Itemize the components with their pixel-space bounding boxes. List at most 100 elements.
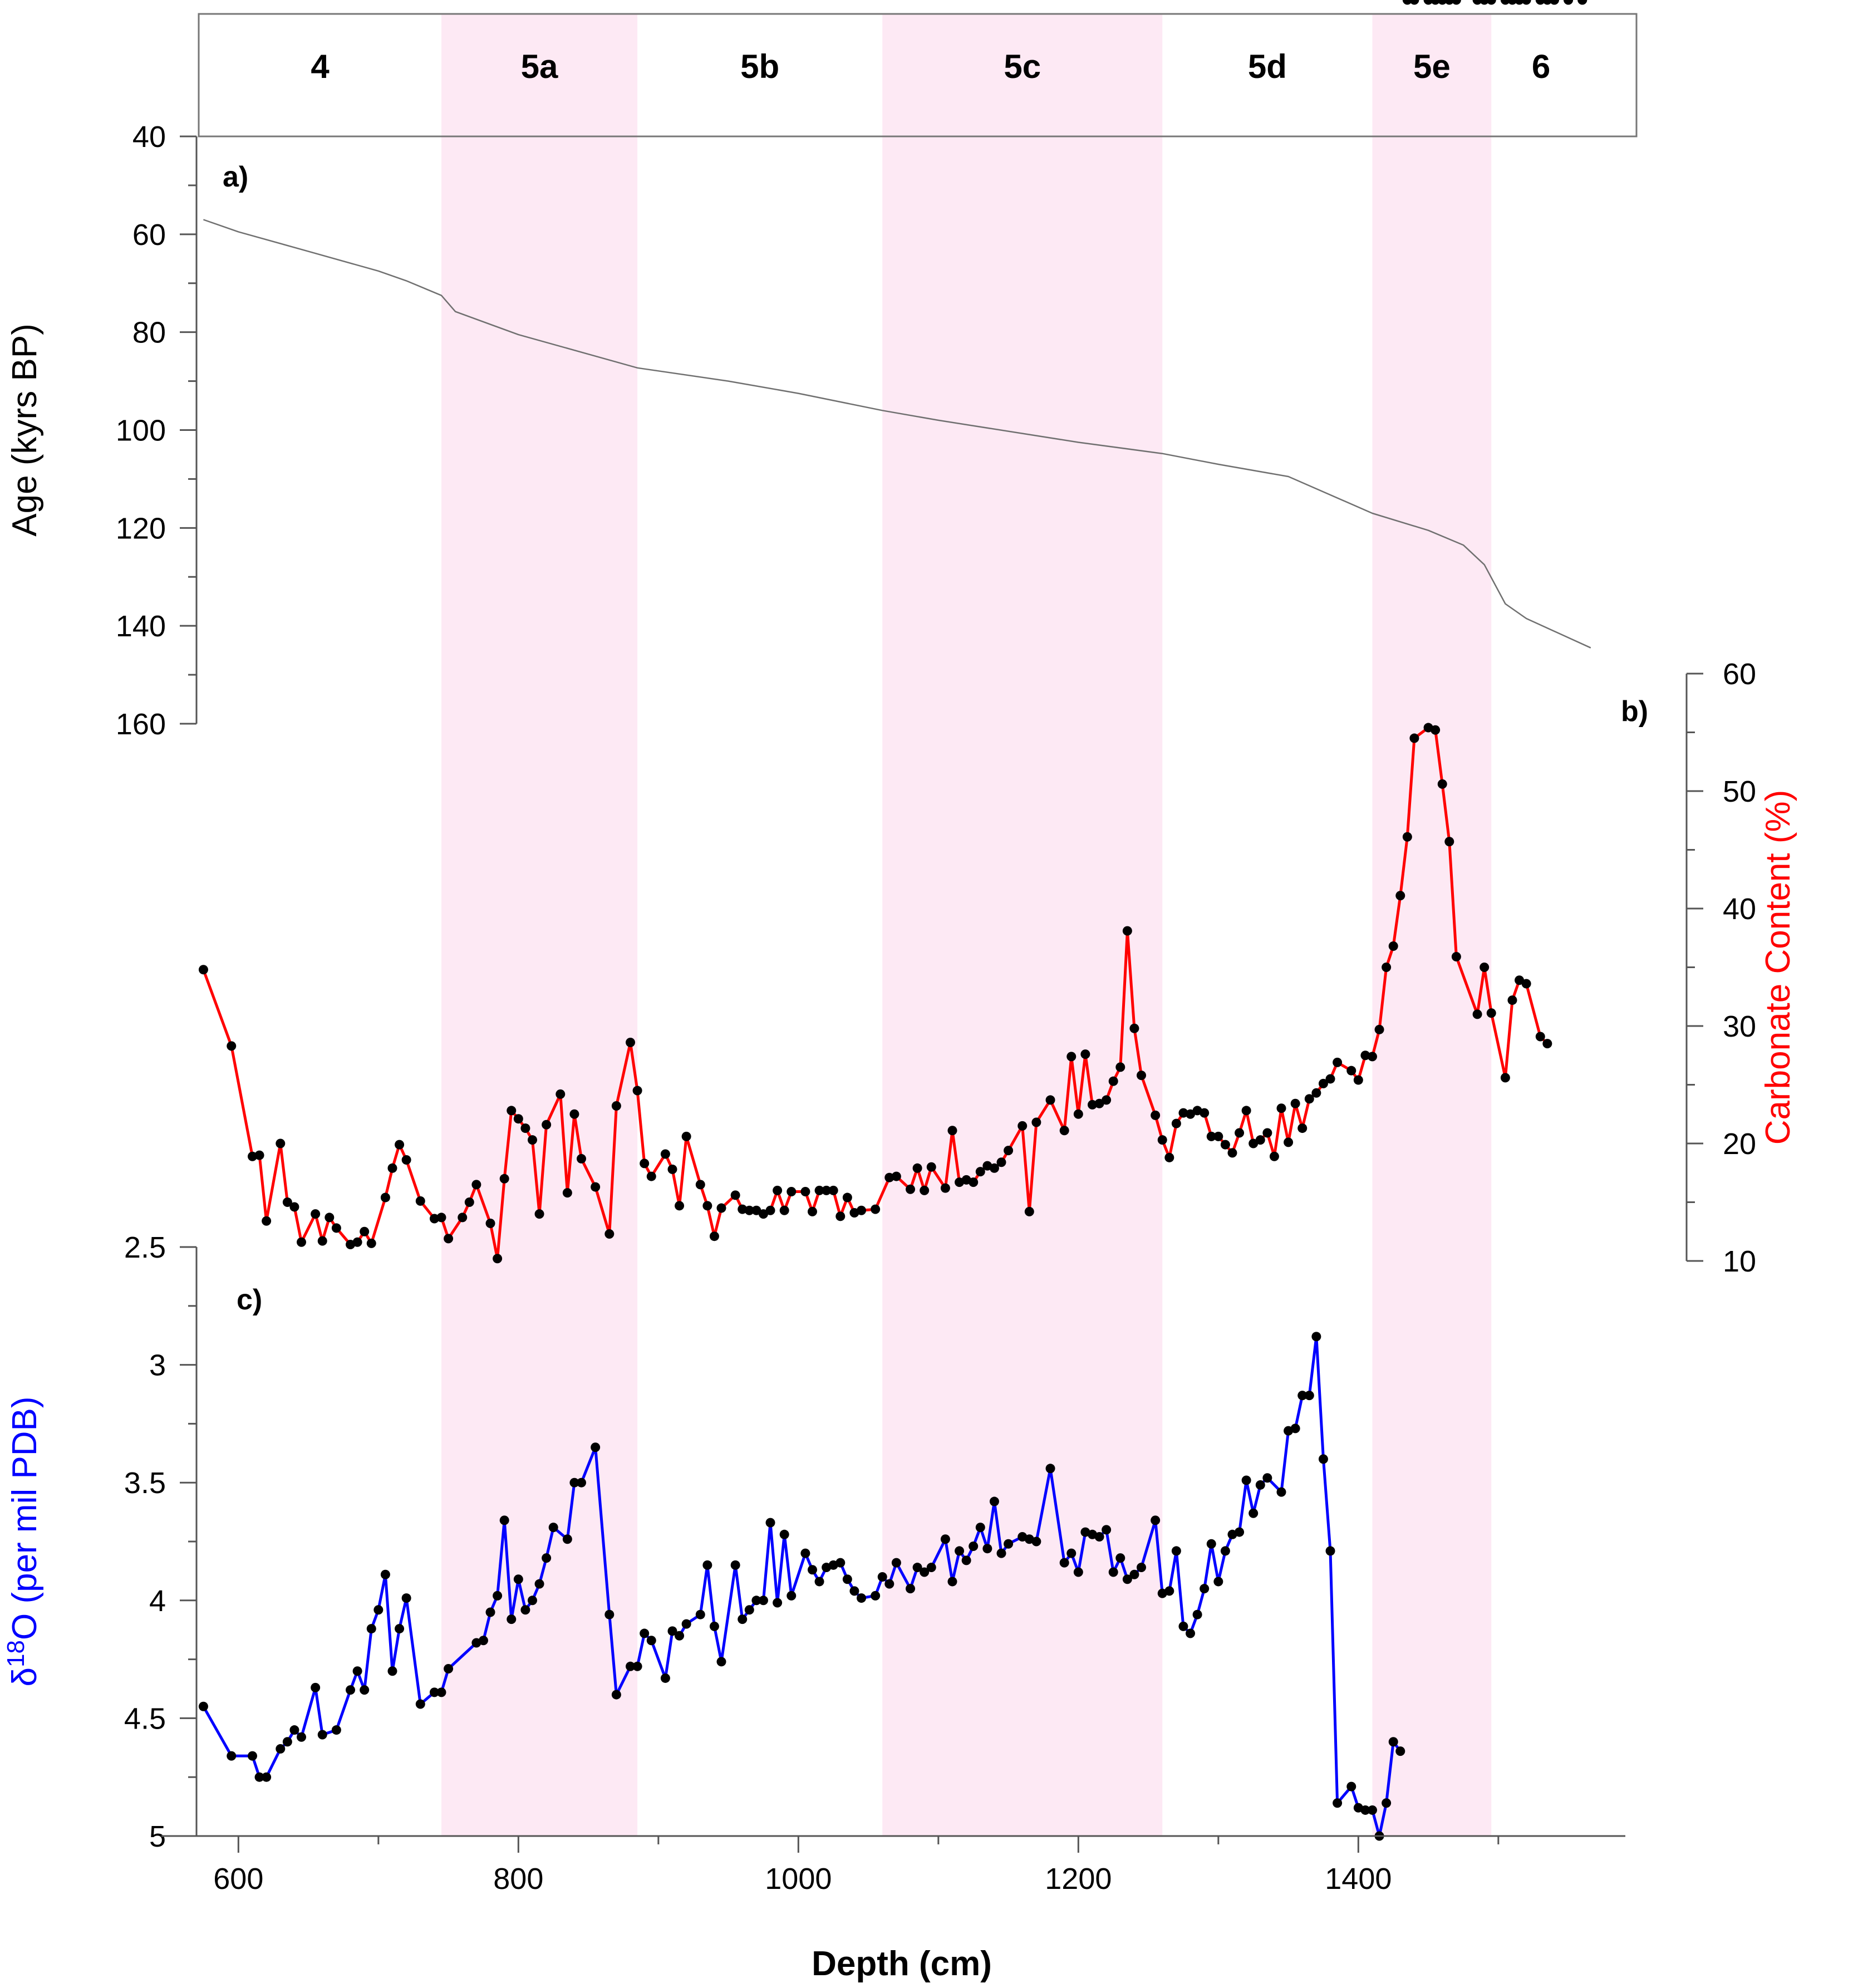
carbonate-data-point <box>1164 1152 1174 1162</box>
carbonate-data-point <box>513 1114 523 1124</box>
carbonate-data-point <box>520 1123 530 1133</box>
d18o-data-point <box>1186 1628 1196 1638</box>
carbonate-data-point <box>1186 1109 1196 1119</box>
d18o-data-point <box>276 1744 286 1754</box>
carbonate-data-point <box>1521 979 1531 989</box>
d18o-data-point <box>1045 1464 1055 1474</box>
d18o-data-point <box>311 1682 321 1692</box>
d18o-data-point <box>436 1687 446 1697</box>
carbonate-data-point <box>1472 1009 1482 1019</box>
d18o-data-point <box>1297 1391 1308 1401</box>
carbonate-data-point <box>1122 926 1132 936</box>
d18o-data-point <box>835 1558 846 1568</box>
d18o-data-point <box>626 1661 636 1671</box>
carbonate-data-point <box>1486 1008 1496 1018</box>
d18o-data-point <box>1549 0 1559 5</box>
carbonate-data-point <box>499 1174 509 1184</box>
d18o-data-point <box>395 1624 405 1634</box>
d18o-y-tick-label: 4 <box>149 1584 166 1618</box>
d18o-title-superscript: 18 <box>2 1640 30 1667</box>
d18o-data-point <box>940 1534 950 1544</box>
d18o-data-point <box>352 1666 362 1676</box>
d18o-data-point <box>401 1593 411 1603</box>
carbonate-data-point <box>675 1201 685 1211</box>
d18o-data-point <box>1535 0 1545 5</box>
d18o-data-point <box>779 1529 789 1539</box>
d18o-data-point <box>542 1553 552 1563</box>
d18o-data-point <box>1451 0 1461 5</box>
age-y-tick-label: 40 <box>132 120 166 154</box>
mis-stage-box: 4 5a 5b 5c 5d 5e 6 <box>198 13 1638 138</box>
d18o-data-point <box>926 1563 936 1573</box>
mis-stage-label-5c: 5c <box>1004 48 1041 85</box>
mis-stage-label-5d: 5d <box>1248 48 1287 85</box>
d18o-data-point <box>912 1563 922 1573</box>
carbonate-data-point <box>1018 1121 1028 1131</box>
d18o-data-point <box>989 1496 999 1506</box>
d18o-data-point <box>1255 1480 1265 1490</box>
carbonate-data-point <box>1045 1095 1055 1105</box>
carbonate-data-point <box>1024 1206 1034 1216</box>
carbonate-data-point <box>920 1185 930 1195</box>
carbonate-data-point <box>198 965 208 975</box>
carbonate-data-point <box>1360 1051 1370 1061</box>
carbonate-data-point <box>1444 837 1454 847</box>
d18o-data-point <box>387 1666 397 1676</box>
carbonate-data-point <box>1297 1123 1308 1133</box>
carbonate-data-point <box>387 1163 397 1173</box>
d18o-data-point <box>1094 1532 1104 1542</box>
age-series-line <box>203 219 1591 649</box>
carbonate-data-point <box>276 1138 286 1148</box>
d18o-data-point <box>1521 0 1531 5</box>
carbonate-data-point <box>632 1086 642 1096</box>
age-y-axis-title: Age (kyrs BP) <box>6 323 44 536</box>
carbonate-data-point <box>1151 1110 1161 1120</box>
d18o-data-point <box>1318 1454 1328 1464</box>
d18o-data-point <box>1564 0 1574 5</box>
x-tick-label: 1400 <box>1325 1862 1392 1896</box>
d18o-data-point <box>499 1515 509 1525</box>
carbonate-data-point <box>667 1164 677 1174</box>
carbonate-data-point <box>891 1171 901 1181</box>
d18o-data-point <box>604 1609 615 1619</box>
carbonate-data-point <box>331 1223 341 1233</box>
carbonate-data-point <box>352 1237 362 1247</box>
carbonate-data-point <box>444 1234 454 1244</box>
carbonate-data-point <box>1087 1099 1097 1110</box>
carbonate-data-point <box>975 1167 985 1177</box>
mis-shade-5e <box>1372 14 1492 1836</box>
carbonate-data-point <box>660 1149 670 1159</box>
carbonate-data-point <box>996 1157 1006 1167</box>
d18o-data-point <box>569 1477 579 1488</box>
carbonate-data-point <box>681 1131 691 1141</box>
d18o-data-point <box>297 1732 306 1742</box>
x-tick-label: 1000 <box>765 1862 832 1896</box>
carbonate-data-point <box>1200 1108 1210 1118</box>
carbonate-data-point <box>311 1209 321 1219</box>
d18o-data-point <box>920 1567 930 1577</box>
d18o-data-point <box>1066 1548 1077 1558</box>
d18o-data-point <box>1542 0 1552 5</box>
d18o-data-point <box>507 1614 517 1624</box>
d18o-data-point <box>787 1591 797 1601</box>
d18o-data-point <box>891 1558 901 1568</box>
d18o-data-point <box>857 1593 866 1603</box>
d18o-data-point <box>702 1560 712 1570</box>
carbonate-data-point <box>1073 1109 1083 1119</box>
d18o-data-point <box>1171 1546 1181 1556</box>
d18o-data-point <box>1241 1475 1251 1485</box>
age-y-tick-label: 100 <box>116 414 166 448</box>
d18o-data-point <box>1073 1567 1083 1577</box>
d18o-data-point <box>577 1477 586 1488</box>
carbonate-data-point <box>646 1171 656 1181</box>
carbonate-data-point <box>1066 1052 1077 1062</box>
carbonate-data-point <box>1535 1032 1545 1042</box>
d18o-data-point <box>331 1725 341 1735</box>
carbonate-data-point <box>401 1155 411 1165</box>
d18o-data-point <box>730 1560 740 1570</box>
d18o-data-point <box>849 1586 859 1596</box>
x-tick-label: 1200 <box>1045 1862 1112 1896</box>
depth-x-axis: 600 800 1000 1200 1400 Depth (cm) <box>161 1835 1625 1983</box>
carbonate-data-point <box>842 1192 852 1202</box>
